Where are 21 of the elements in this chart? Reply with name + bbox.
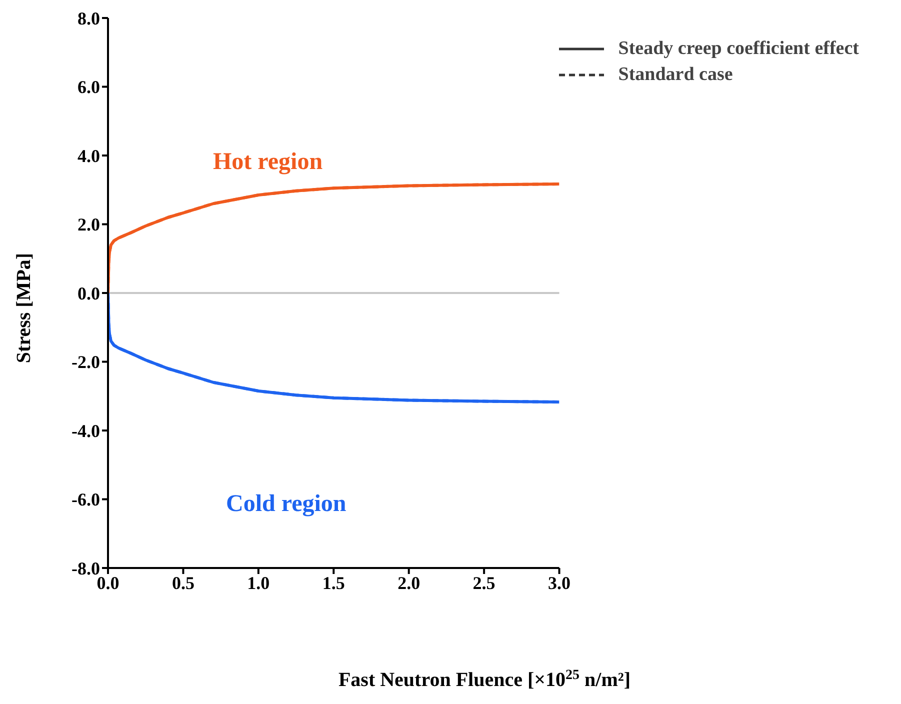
annotation: Cold region bbox=[226, 491, 346, 518]
y-tick-label: -2.0 bbox=[72, 352, 100, 372]
x-axis-title: Fast Neutron Fluence [×10$^{25}$ n/m²] bbox=[338, 668, 631, 691]
y-tick-label: 8.0 bbox=[78, 8, 100, 28]
y-tick-label: 0.0 bbox=[78, 283, 100, 304]
y-tick-label: -4.0 bbox=[72, 420, 100, 441]
x-tick-label: 3.0 bbox=[548, 572, 571, 593]
text: Steady creep coefficient effect bbox=[618, 38, 859, 60]
x-tick-label: 1.0 bbox=[247, 572, 270, 593]
text: Standard case bbox=[618, 64, 733, 86]
x-tick-label: 2.0 bbox=[398, 572, 420, 593]
y-axis-title: Stress [MPa] bbox=[13, 252, 35, 364]
y-tick-label: 6.0 bbox=[78, 77, 100, 98]
x-tick-label: 2.5 bbox=[472, 572, 496, 593]
y-tick-label: 2.0 bbox=[78, 214, 100, 235]
y-tick-label: -8.0 bbox=[72, 558, 100, 578]
x-tick-label: 0.5 bbox=[172, 572, 194, 593]
y-tick-label: -6.0 bbox=[72, 490, 100, 510]
annotation: Hot region bbox=[213, 149, 323, 176]
y-tick-label: 4.0 bbox=[78, 146, 100, 166]
x-tick-label: 1.5 bbox=[322, 572, 345, 593]
